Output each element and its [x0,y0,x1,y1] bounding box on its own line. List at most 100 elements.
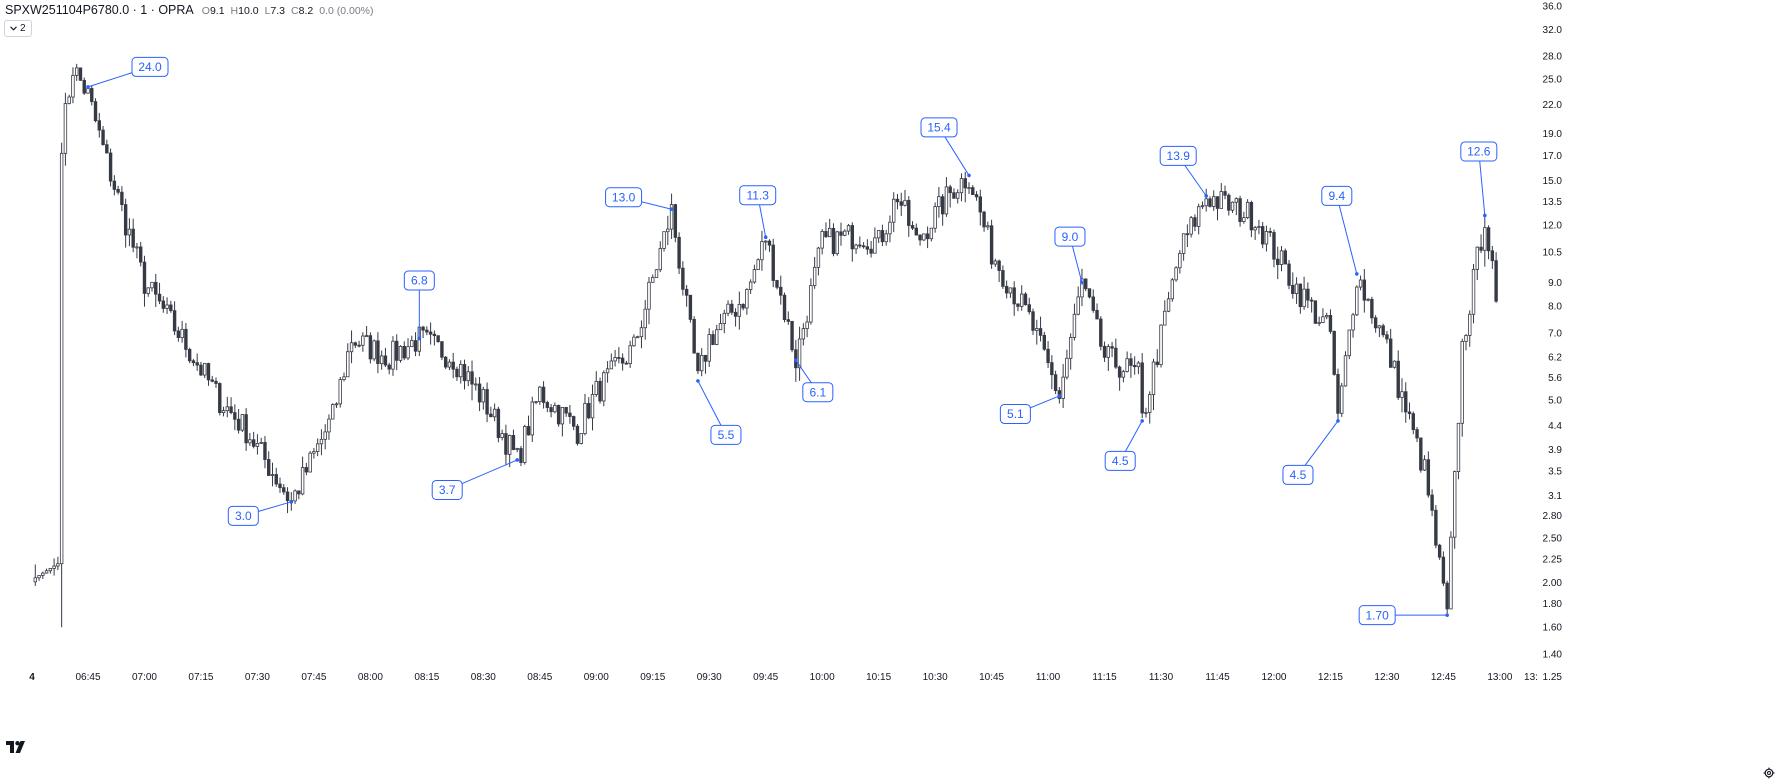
candle-body [1095,309,1099,320]
candle [718,313,723,331]
time-axis-tick-label: 11:30 [1149,672,1174,683]
candle [835,230,839,256]
candle-body [90,88,94,103]
candle-body [108,152,113,182]
time-axis-tick-label: 12:30 [1374,672,1399,683]
time-axis-tick-label: 09:00 [584,672,609,683]
candle [797,326,802,381]
candle-body [1249,201,1254,231]
price-annotation[interactable]: 6.1 [794,358,834,403]
price-annotation[interactable]: 9.4 [1321,185,1359,276]
candle [1407,402,1412,420]
candle-body [880,230,885,243]
candle [214,377,218,388]
candle-body [1343,355,1348,387]
candle-body [150,281,154,289]
candle [1464,333,1468,351]
candle-body [1012,287,1016,305]
collapse-indicators-button[interactable]: 2 [4,20,32,37]
symbol-title[interactable]: SPXW251104P6780.0 · 1 · OPRA [5,3,194,17]
gear-icon[interactable] [1763,766,1775,784]
price-annotation[interactable]: 9.0 [1054,226,1086,285]
candle [583,393,587,436]
candle [1340,382,1344,417]
candle [308,450,312,473]
price-annotation[interactable]: 6.8 [403,270,435,341]
candle [285,487,290,514]
candle-body [353,342,358,346]
price-annotation[interactable]: 13.9 [1159,145,1209,198]
candle-body [956,192,960,199]
candle-body [123,204,128,236]
candle-body [869,248,873,254]
candle [108,148,113,187]
candle [1456,422,1461,480]
price-axis-tick-label: 28.0 [1543,52,1563,63]
candle [90,85,94,106]
candle-body [1321,316,1325,323]
candle-body [914,227,918,236]
candle [1148,391,1152,424]
change-value: 0.0 (0.00%) [319,5,374,17]
candle [1200,201,1205,209]
candle [1212,190,1216,211]
candle-body [846,225,851,232]
candle-body [248,439,252,444]
price-annotation[interactable]: 12.6 [1460,141,1498,218]
candle-body [515,448,519,450]
candle [1430,489,1434,517]
candle-body [1264,231,1269,245]
price-annotation[interactable]: 24.0 [86,56,169,89]
candle-body [933,206,937,229]
candle-body [368,335,373,360]
price-annotation[interactable]: 5.1 [999,394,1062,424]
price-annotation[interactable]: 11.3 [739,185,777,240]
price-axis-tick-label: 1.40 [1543,649,1563,660]
chevron-down-icon [10,21,17,36]
candle [218,382,222,416]
annotation-label: 5.5 [718,428,735,442]
candle [1178,250,1182,274]
price-annotation[interactable]: 4.5 [1104,419,1144,471]
candle-body [304,467,309,473]
candle-body [154,281,158,295]
candle [315,438,320,457]
candle [1268,227,1272,237]
candle [391,336,395,376]
candle [1437,543,1442,560]
price-axis-tick-label: 4.4 [1548,421,1562,432]
candle [300,456,305,496]
annotation-label-box [1054,226,1086,247]
candle-body [1016,303,1020,307]
time-axis-tick-label: 10:00 [810,672,835,683]
candle-body [651,277,655,283]
candle [251,431,256,449]
candle-body [1189,217,1193,235]
candle [1426,451,1431,498]
candle [1193,214,1197,232]
candle [1355,285,1359,317]
candle [1415,427,1419,443]
candle [1136,360,1141,375]
price-annotation[interactable]: 3.7 [431,458,520,500]
price-annotation[interactable]: 15.4 [920,117,971,178]
candle-body [854,244,858,250]
candle [816,246,821,276]
candle [1072,303,1077,341]
price-annotation[interactable]: 3.0 [227,500,294,526]
candle-body [666,228,670,233]
candle [538,385,542,405]
time-axis[interactable]: 4 06:45 07:00 07:15 07:30 07:45 08:00 08:15 08:3… [29,672,1538,683]
tradingview-logo-icon[interactable] [6,740,28,758]
candle-body [1110,346,1114,349]
price-annotation[interactable]: 1.70 [1358,605,1449,626]
candle-body [1328,315,1333,332]
price-annotation[interactable]: 4.5 [1282,419,1340,485]
price-annotation[interactable]: 13.0 [605,187,674,212]
candle-body [1166,298,1171,312]
price-annotation[interactable]: 5.5 [696,379,742,445]
price-axis[interactable]: 36.0 32.0 28.0 25.0 22.0 19.0 17.0 15.0 13.5 12.0… [1543,2,1563,684]
candle-body [372,340,376,360]
candle [1204,188,1208,212]
